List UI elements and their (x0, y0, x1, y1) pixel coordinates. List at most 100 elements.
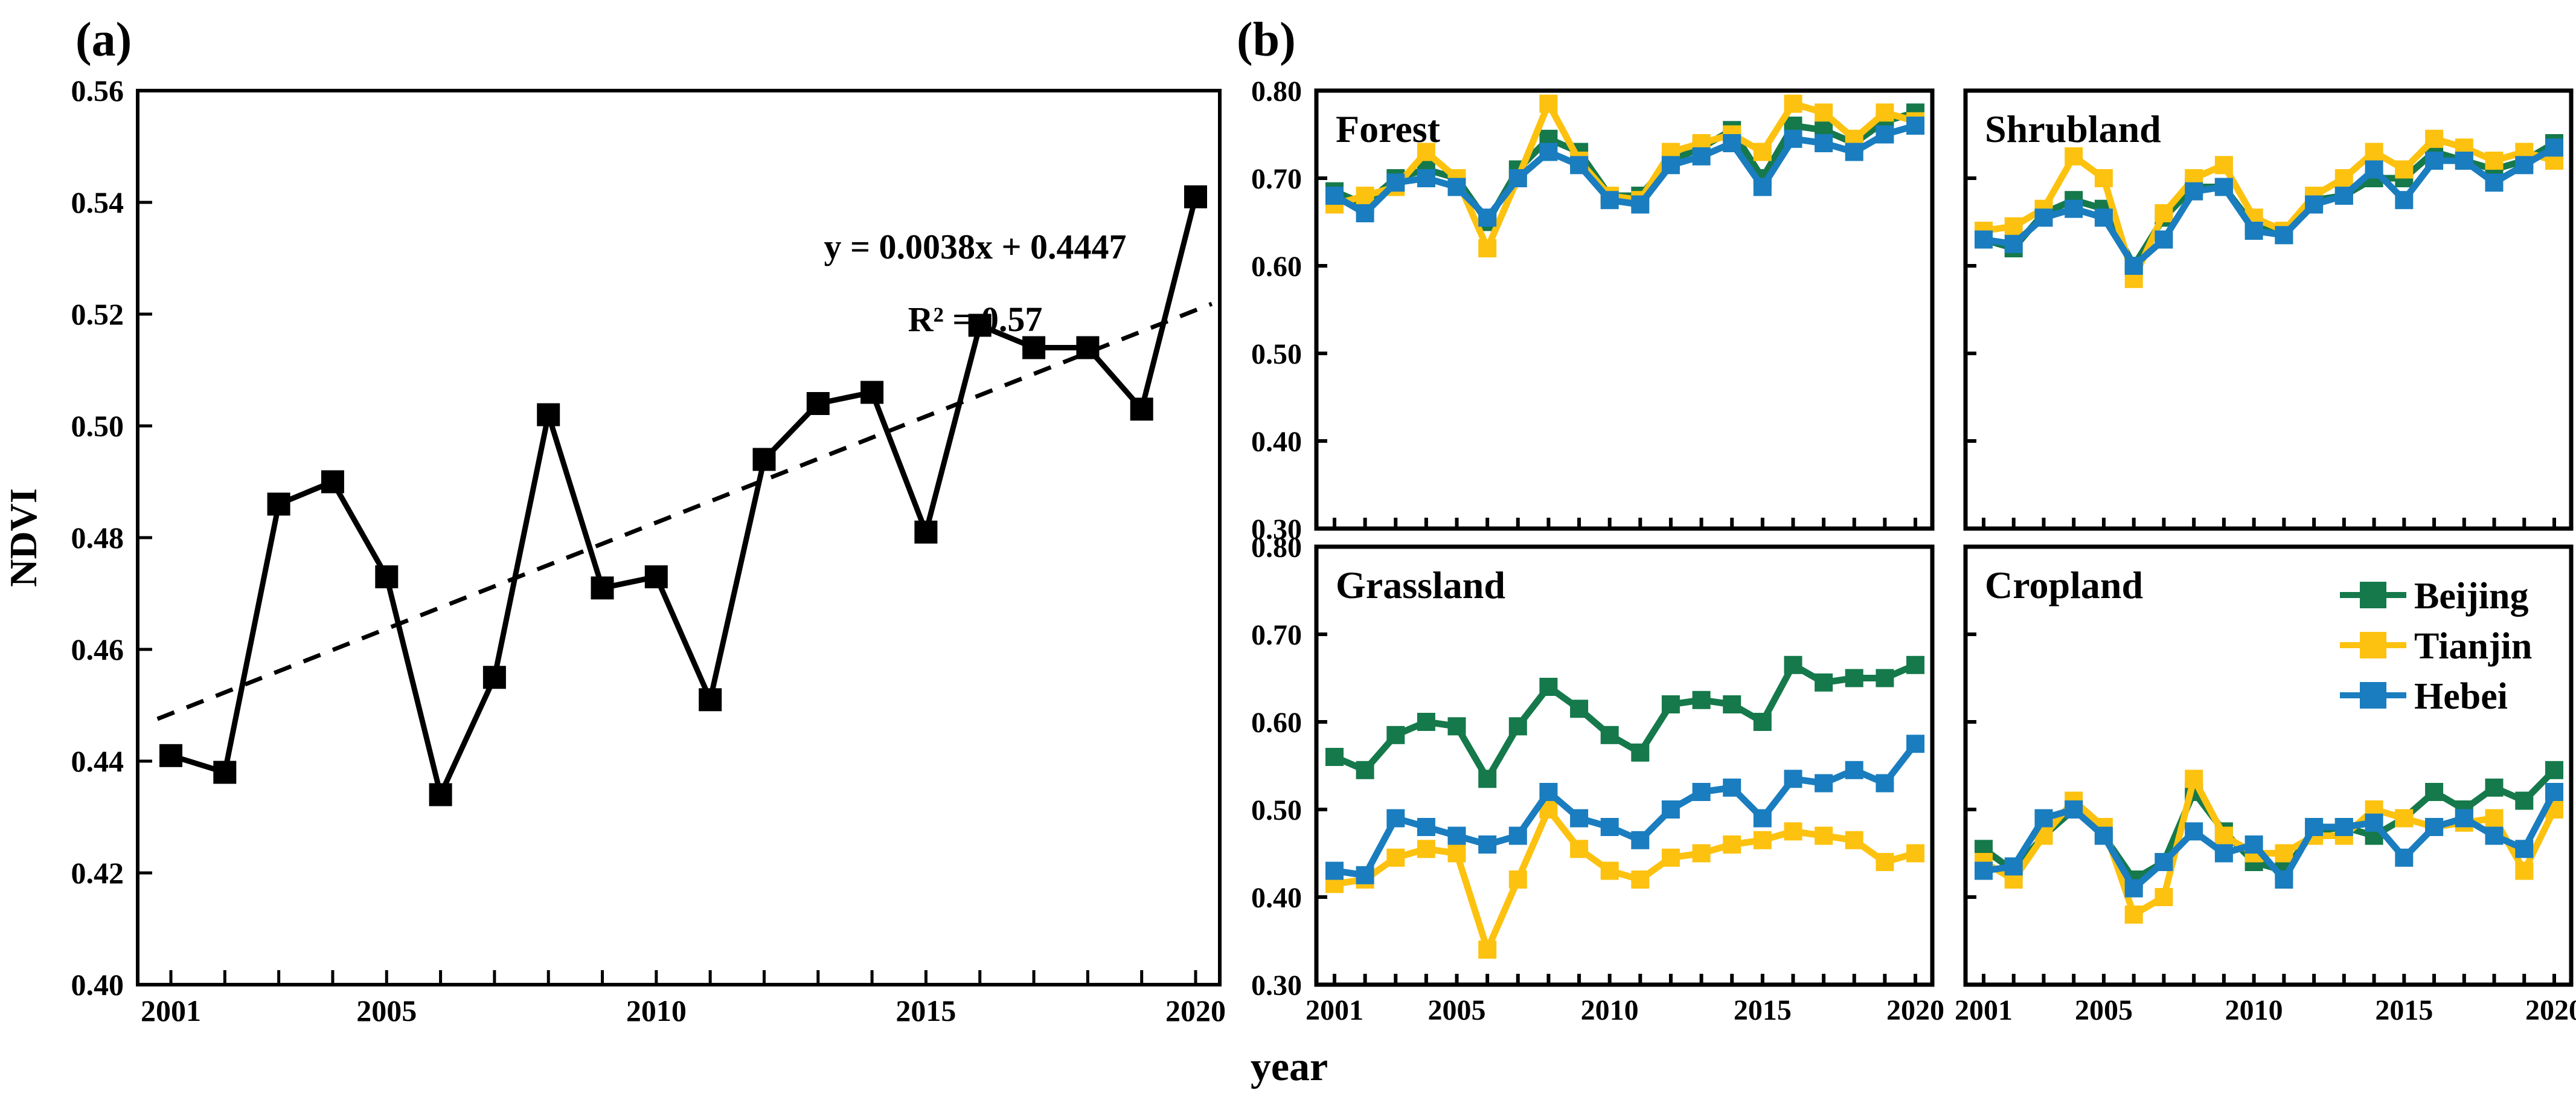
series-hebei (1975, 138, 2563, 275)
data-marker (2094, 208, 2113, 227)
panel-b-label: (b) (1237, 13, 1296, 66)
data-marker (1356, 187, 1374, 205)
data-marker (2275, 844, 2293, 863)
data-marker (2004, 217, 2023, 236)
data-marker (2094, 826, 2113, 845)
panel-a-label: (a) (75, 13, 132, 66)
data-marker (2455, 152, 2473, 170)
data-marker (1631, 743, 1650, 762)
data-marker (2155, 888, 2173, 906)
data-marker (1845, 761, 1863, 779)
data-marker (1784, 129, 1802, 148)
x-tick-label: 2020 (1165, 994, 1226, 1028)
data-marker (1661, 156, 1680, 175)
data-marker (429, 783, 452, 806)
data-marker (2185, 822, 2203, 841)
data-marker (2365, 160, 2383, 179)
data-marker (2004, 234, 2023, 253)
data-marker (2155, 853, 2173, 871)
x-tick-label: 2010 (626, 994, 687, 1028)
trend-equation-label: y = 0.0038x + 0.4447 (824, 227, 1126, 266)
legend-item-tianjin: Tianjin (2340, 626, 2532, 667)
plot-border (1963, 88, 2574, 531)
data-marker (1570, 809, 1589, 828)
y-tick-label: 0.30 (1251, 970, 1302, 1002)
data-marker (914, 520, 938, 544)
y-tick-label: 0.40 (1251, 882, 1302, 914)
data-marker (2305, 818, 2324, 836)
data-marker (2185, 770, 2203, 788)
data-marker (1975, 861, 1993, 880)
legend-marker-icon (2360, 682, 2386, 709)
x-tick-label: 2001 (141, 994, 201, 1028)
y-tick-label: 0.80 (1251, 532, 1302, 564)
data-marker (1723, 134, 1741, 152)
data-marker (1845, 831, 1863, 849)
data-marker (2425, 152, 2444, 170)
y-tick-label: 0.50 (71, 409, 124, 443)
data-marker (1784, 655, 1802, 674)
data-marker (1539, 783, 1558, 801)
data-marker (1184, 185, 1207, 208)
data-marker (1631, 870, 1650, 889)
y-tick-label: 0.56 (71, 74, 124, 108)
data-marker (1447, 178, 1466, 196)
trend-line (156, 301, 1213, 721)
data-marker (2034, 809, 2053, 828)
data-marker (2275, 870, 2293, 889)
data-marker (2515, 156, 2534, 175)
data-marker (267, 492, 290, 516)
legend-label: Hebei (2414, 676, 2508, 717)
data-marker (2155, 230, 2173, 249)
y-tick-label: 0.48 (71, 521, 124, 555)
data-marker (1478, 239, 1497, 257)
data-marker (1975, 230, 1993, 249)
data-marker (537, 403, 560, 426)
data-marker (1417, 840, 1435, 858)
x-tick-label: 2010 (1581, 994, 1639, 1026)
data-marker (2185, 182, 2203, 201)
y-tick-label: 0.80 (1251, 76, 1302, 108)
grassland-plot: 0.30 0.40 0.50 0.60 0.70 0.80 2001 2005 2010 2015… (1251, 532, 1944, 1026)
data-marker (1386, 173, 1405, 192)
y-tick-label: 0.50 (1251, 794, 1302, 826)
legend: Beijing Tianjin Hebei (2340, 576, 2532, 717)
data-marker (752, 448, 776, 471)
ndvi-annual-plot: 0.40 0.42 0.44 0.46 0.48 0.50 0.52 0.54 0.56 2001… (71, 74, 1226, 1028)
data-marker (2425, 818, 2444, 836)
data-marker (2545, 761, 2563, 779)
data-marker (1784, 770, 1802, 788)
y-tick-label: 0.60 (1251, 251, 1302, 283)
data-marker (213, 761, 237, 784)
data-marker (2214, 156, 2233, 175)
data-marker (1022, 336, 1046, 359)
data-marker (2395, 160, 2414, 179)
data-marker (1692, 147, 1711, 166)
data-marker (1356, 204, 1374, 222)
panel-title: Grassland (1336, 564, 1505, 607)
data-marker (2515, 840, 2534, 858)
y-tick-label: 0.42 (71, 856, 124, 890)
data-marker (1539, 678, 1558, 696)
panel-title: Forest (1336, 108, 1441, 150)
data-marker (644, 565, 668, 588)
data-marker (2395, 848, 2414, 867)
data-marker (1815, 774, 1833, 793)
data-marker (2214, 844, 2233, 863)
y-tick-label: 0.40 (71, 968, 124, 1002)
data-marker (1815, 826, 1833, 845)
series-hebei (1325, 735, 1924, 884)
data-marker (2275, 226, 2293, 245)
plot-border (1314, 88, 1935, 531)
data-marker (1600, 726, 1619, 744)
data-marker (375, 565, 399, 588)
x-tick-label: 2001 (1306, 994, 1363, 1026)
data-marker (2545, 138, 2563, 157)
data-marker (1325, 748, 1344, 766)
y-tick-label: 0.70 (1251, 163, 1302, 195)
x-tick-label: 2005 (1428, 994, 1486, 1026)
